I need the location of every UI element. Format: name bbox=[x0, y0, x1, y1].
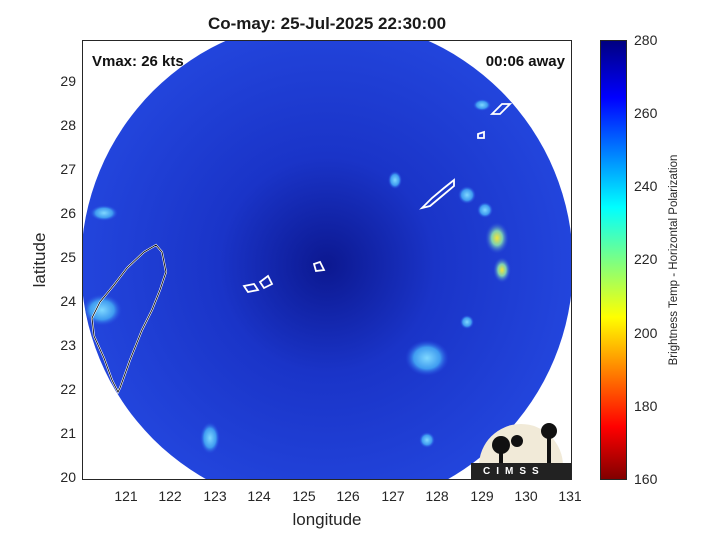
colorbar-tick-label: 240 bbox=[634, 178, 658, 194]
china-coastline bbox=[82, 43, 175, 181]
x-tick-label: 128 bbox=[425, 488, 449, 504]
island-coastline bbox=[312, 260, 326, 272]
bright-feature bbox=[405, 340, 449, 376]
colorbar-tick-label: 160 bbox=[634, 471, 658, 487]
y-tick-label: 25 bbox=[60, 249, 76, 265]
y-tick-label: 29 bbox=[60, 73, 76, 89]
colorbar-tick-label: 220 bbox=[634, 251, 658, 267]
vmax-label: Vmax: 26 kts bbox=[92, 53, 184, 70]
taiwan-coastline-inner bbox=[91, 244, 167, 393]
colorbar-label: Brightness Temp - Horizontal Polarizatio… bbox=[668, 154, 680, 366]
x-tick-label: 124 bbox=[247, 488, 271, 504]
island-coastline bbox=[242, 274, 274, 294]
bright-feature bbox=[90, 205, 118, 221]
colorbar bbox=[600, 40, 627, 480]
island-coastline bbox=[419, 178, 455, 210]
map-plot-area bbox=[82, 40, 572, 480]
y-tick-label: 26 bbox=[60, 205, 76, 221]
bright-feature bbox=[200, 422, 220, 454]
hot-feature bbox=[493, 257, 511, 283]
cimss-logo bbox=[471, 423, 571, 480]
colorbar-tick-label: 260 bbox=[634, 105, 658, 121]
bright-feature bbox=[458, 186, 476, 204]
y-tick-label: 20 bbox=[60, 469, 76, 485]
bright-feature bbox=[473, 99, 491, 111]
y-tick-label: 21 bbox=[60, 425, 76, 441]
logo-text: CIMSS bbox=[483, 466, 545, 477]
y-tick-label: 22 bbox=[60, 381, 76, 397]
island-coastline bbox=[477, 103, 513, 139]
x-tick-label: 126 bbox=[336, 488, 360, 504]
satellite-swath bbox=[82, 40, 572, 480]
colorbar-tick-label: 280 bbox=[634, 32, 658, 48]
x-tick-label: 129 bbox=[470, 488, 494, 504]
x-tick-label: 125 bbox=[292, 488, 316, 504]
x-axis-label: longitude bbox=[292, 510, 362, 529]
y-tick-label: 28 bbox=[60, 117, 76, 133]
bright-feature bbox=[388, 171, 402, 189]
y-tick-label: 24 bbox=[60, 293, 76, 309]
bright-feature bbox=[419, 432, 435, 448]
x-tick-label: 127 bbox=[381, 488, 405, 504]
x-tick-label: 123 bbox=[203, 488, 227, 504]
time-away-label: 00:06 away bbox=[485, 53, 565, 70]
y-tick-label: 23 bbox=[60, 337, 76, 353]
x-tick-label: 122 bbox=[158, 488, 182, 504]
y-axis-label: latitude bbox=[30, 232, 49, 288]
y-tick-label: 27 bbox=[60, 161, 76, 177]
bright-feature bbox=[477, 202, 493, 218]
x-tick-label: 131 bbox=[558, 488, 582, 504]
x-tick-label: 121 bbox=[114, 488, 138, 504]
colorbar-tick-label: 200 bbox=[634, 325, 658, 341]
hot-feature bbox=[485, 222, 509, 254]
x-tick-label: 130 bbox=[514, 488, 538, 504]
bright-feature bbox=[460, 315, 474, 329]
plot-title: Co-may: 25-Jul-2025 22:30:00 bbox=[207, 14, 447, 33]
colorbar-tick-label: 180 bbox=[634, 398, 658, 414]
